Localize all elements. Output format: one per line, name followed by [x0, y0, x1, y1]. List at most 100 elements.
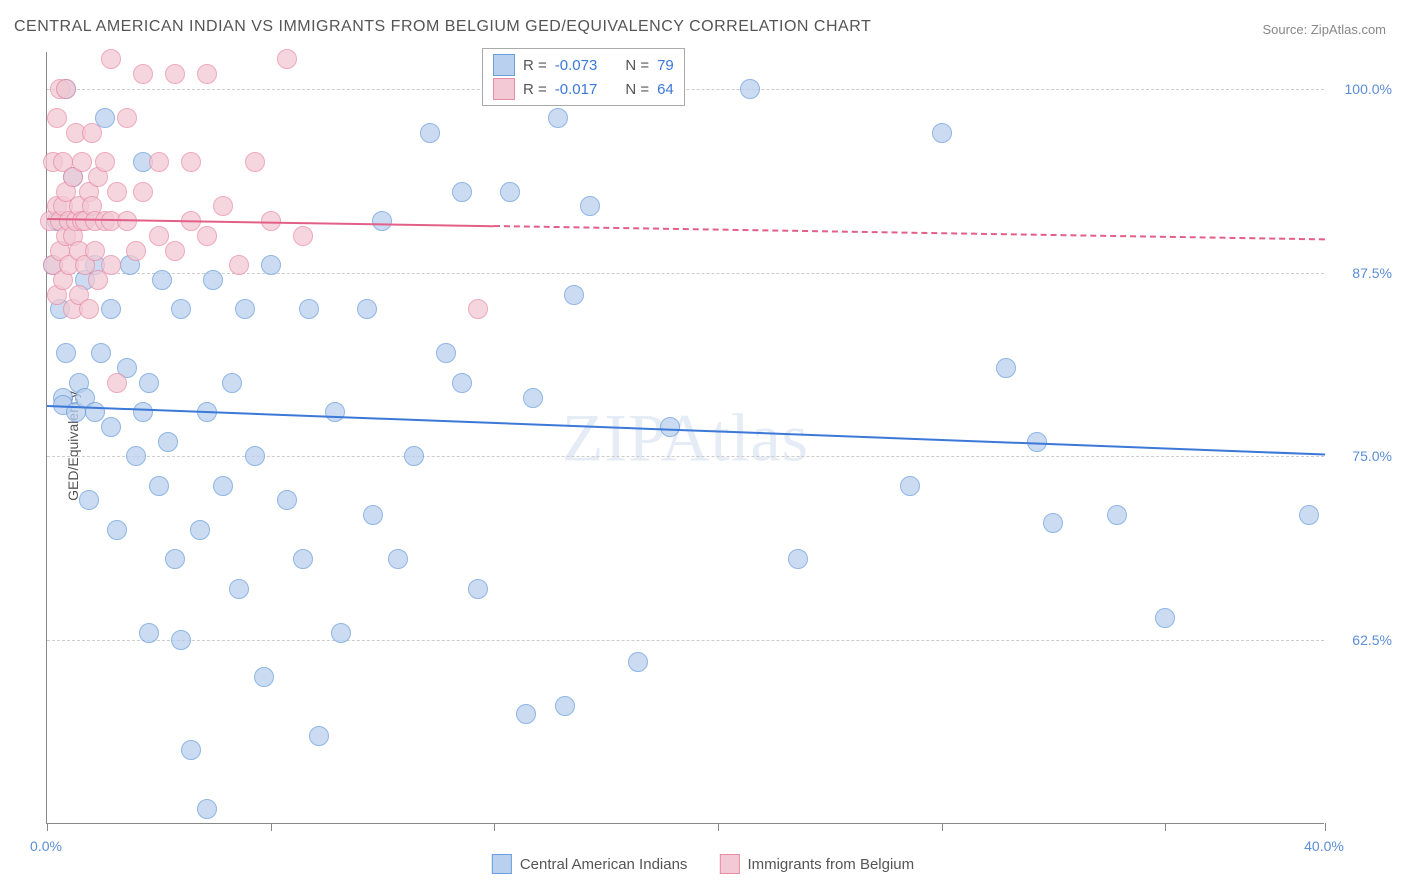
trend-line [494, 225, 1325, 240]
data-point [555, 696, 575, 716]
data-point [101, 299, 121, 319]
data-point [85, 402, 105, 422]
gridline [47, 89, 1324, 90]
data-point [149, 152, 169, 172]
x-tick [942, 823, 943, 831]
legend-n-value: 79 [657, 57, 674, 74]
legend-r-label: R = [523, 81, 547, 98]
data-point [79, 490, 99, 510]
data-point [133, 402, 153, 422]
data-point [500, 182, 520, 202]
x-tick-label: 0.0% [30, 838, 62, 854]
data-point [85, 241, 105, 261]
data-point [47, 108, 67, 128]
data-point [740, 79, 760, 99]
data-point [101, 255, 121, 275]
data-point [1043, 513, 1063, 533]
data-point [254, 667, 274, 687]
data-point [213, 476, 233, 496]
data-point [222, 373, 242, 393]
data-point [213, 196, 233, 216]
data-point [452, 182, 472, 202]
data-point [197, 226, 217, 246]
data-point [452, 373, 472, 393]
bottom-legend-item: Immigrants from Belgium [719, 854, 914, 874]
y-tick-label: 62.5% [1332, 632, 1392, 648]
data-point [468, 579, 488, 599]
data-point [245, 446, 265, 466]
legend-n-label: N = [625, 57, 649, 74]
data-point [107, 520, 127, 540]
data-point [548, 108, 568, 128]
y-tick-label: 75.0% [1332, 448, 1392, 464]
legend-n-label: N = [625, 81, 649, 98]
data-point [107, 182, 127, 202]
data-point [165, 549, 185, 569]
data-point [91, 343, 111, 363]
data-point [197, 799, 217, 819]
data-point [660, 417, 680, 437]
data-point [523, 388, 543, 408]
legend-swatch [492, 854, 512, 874]
data-point [580, 196, 600, 216]
legend-row: R =-0.073N =79 [493, 53, 674, 77]
data-point [788, 549, 808, 569]
x-tick [494, 823, 495, 831]
chart-title: CENTRAL AMERICAN INDIAN VS IMMIGRANTS FR… [14, 18, 871, 36]
data-point [436, 343, 456, 363]
data-point [158, 432, 178, 452]
data-point [165, 241, 185, 261]
data-point [388, 549, 408, 569]
data-point [79, 299, 99, 319]
data-point [181, 740, 201, 760]
gridline [47, 640, 1324, 641]
data-point [126, 241, 146, 261]
data-point [516, 704, 536, 724]
data-point [107, 373, 127, 393]
data-point [261, 255, 281, 275]
data-point [357, 299, 377, 319]
chart-container: CENTRAL AMERICAN INDIAN VS IMMIGRANTS FR… [0, 0, 1406, 892]
x-tick [1325, 823, 1326, 831]
x-tick-label: 40.0% [1304, 838, 1344, 854]
x-tick [718, 823, 719, 831]
data-point [165, 64, 185, 84]
data-point [277, 490, 297, 510]
data-point [149, 476, 169, 496]
data-point [101, 417, 121, 437]
data-point [372, 211, 392, 231]
data-point [56, 79, 76, 99]
data-point [203, 270, 223, 290]
data-point [181, 152, 201, 172]
data-point [293, 226, 313, 246]
data-point [932, 123, 952, 143]
legend-r-value: -0.017 [555, 81, 598, 98]
x-tick [1165, 823, 1166, 831]
chart-source: Source: ZipAtlas.com [1262, 22, 1386, 37]
data-point [900, 476, 920, 496]
legend-swatch [493, 54, 515, 76]
data-point [133, 182, 153, 202]
legend-row: R =-0.017N =64 [493, 77, 674, 101]
data-point [293, 549, 313, 569]
data-point [101, 49, 121, 69]
y-tick-label: 87.5% [1332, 265, 1392, 281]
data-point [126, 446, 146, 466]
data-point [996, 358, 1016, 378]
data-point [1155, 608, 1175, 628]
series-legend: Central American Indians Immigrants from … [492, 854, 914, 874]
data-point [149, 226, 169, 246]
data-point [628, 652, 648, 672]
data-point [420, 123, 440, 143]
data-point [171, 299, 191, 319]
legend-r-label: R = [523, 57, 547, 74]
data-point [235, 299, 255, 319]
plot-area: ZIPAtlas 62.5%75.0%87.5%100.0% [46, 52, 1324, 824]
legend-swatch [493, 78, 515, 100]
data-point [95, 152, 115, 172]
legend-series-label: Central American Indians [520, 856, 688, 873]
data-point [564, 285, 584, 305]
trend-line [47, 405, 1325, 456]
data-point [82, 123, 102, 143]
correlation-legend: R =-0.073N =79R =-0.017N =64 [482, 48, 685, 106]
